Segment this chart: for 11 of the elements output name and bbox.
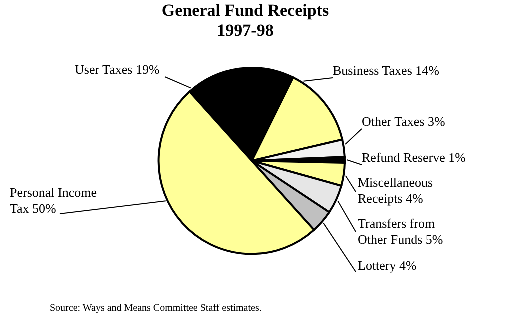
slice-label: Business Taxes 14% xyxy=(333,63,440,78)
slice-label: User Taxes 19% xyxy=(75,62,160,77)
source-note: Source: Ways and Means Committee Staff estimates. xyxy=(50,303,262,314)
slice-label: Transfers from Other Funds 5% xyxy=(358,216,444,247)
slice-label: Miscellaneous Receipts 4% xyxy=(358,175,434,206)
slice-label: Other Taxes 3% xyxy=(362,114,446,129)
chart-title: General Fund Receipts xyxy=(162,1,330,20)
chart-subtitle: 1997-98 xyxy=(217,21,274,40)
slice-label: Personal Income Tax 50% xyxy=(10,185,98,216)
slice-label: Lottery 4% xyxy=(358,258,418,273)
slice-label: Refund Reserve 1% xyxy=(362,150,466,165)
